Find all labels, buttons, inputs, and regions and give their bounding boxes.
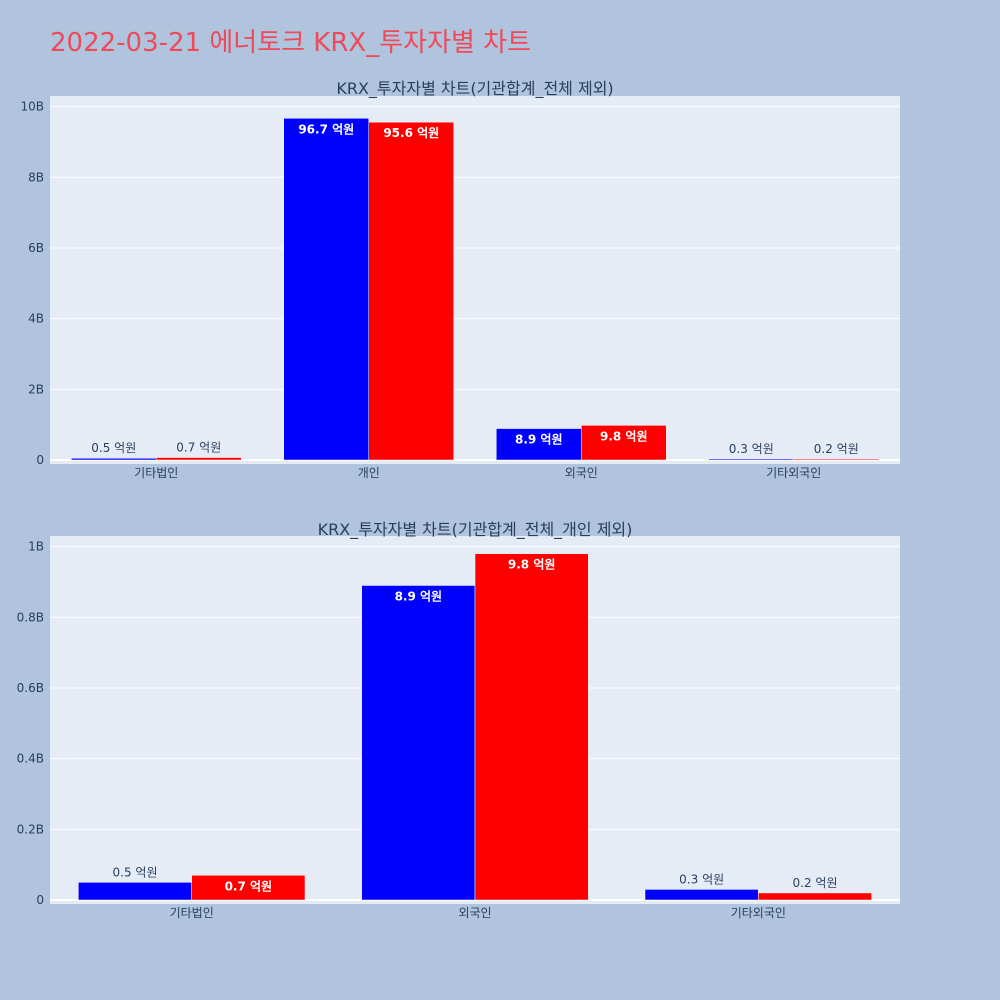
x-tick-label: 기타법인 — [170, 906, 214, 920]
data-label: 9.8 억원 — [600, 429, 648, 443]
data-label: 0.3 억원 — [729, 442, 774, 456]
bar — [191, 875, 306, 901]
data-label: 0.5 억원 — [113, 865, 158, 879]
bar — [361, 585, 476, 901]
data-label: 8.9 억원 — [395, 589, 443, 603]
y-tick-label: 2B — [28, 382, 44, 396]
y-tick-label: 0.4B — [17, 752, 44, 766]
bar — [368, 121, 454, 461]
data-label: 0.2 억원 — [814, 442, 859, 456]
data-label: 0.3 억원 — [679, 872, 724, 886]
data-label: 8.9 억원 — [515, 433, 563, 447]
y-tick-label: 0 — [36, 453, 44, 467]
y-tick-label: 0.6B — [17, 681, 44, 695]
chart-title: KRX_투자자별 차트(기관합계_전체 제외) — [336, 79, 613, 99]
data-label: 95.6 억원 — [383, 126, 439, 140]
y-tick-label: 0.8B — [17, 610, 44, 624]
data-label: 0.7 억원 — [176, 441, 221, 455]
x-tick-label: 기타법인 — [134, 466, 178, 480]
data-label: 0.2 억원 — [793, 876, 838, 890]
bar — [708, 458, 794, 461]
y-tick-label: 6B — [28, 241, 44, 255]
bar — [581, 425, 667, 461]
y-tick-label: 10B — [20, 100, 44, 114]
bar — [156, 457, 242, 461]
bar — [644, 889, 759, 901]
plot-area — [50, 96, 900, 464]
bar — [758, 892, 872, 901]
bar — [283, 118, 369, 461]
y-tick-label: 4B — [28, 312, 44, 326]
page-title: 2022-03-21 에너토크 KRX_투자자별 차트 — [50, 28, 532, 58]
bar — [71, 457, 157, 461]
data-label: 0.5 억원 — [91, 441, 136, 455]
y-tick-label: 8B — [28, 170, 44, 184]
bar — [474, 553, 589, 901]
bar — [793, 458, 879, 461]
x-tick-label: 외국인 — [458, 906, 491, 920]
bar — [78, 882, 192, 901]
x-tick-label: 기타외국인 — [731, 906, 786, 920]
y-tick-label: 0.2B — [17, 822, 44, 836]
x-tick-label: 외국인 — [565, 466, 598, 480]
data-label: 96.7 억원 — [298, 122, 354, 136]
data-label: 9.8 억원 — [508, 558, 556, 572]
x-tick-label: 기타외국인 — [766, 466, 821, 480]
chart-title: KRX_투자자별 차트(기관합계_전체_개인 제외) — [318, 520, 633, 540]
y-tick-label: 0 — [36, 893, 44, 907]
x-tick-label: 개인 — [358, 466, 380, 480]
data-label: 0.7 억원 — [225, 879, 273, 893]
y-tick-label: 1B — [28, 540, 44, 554]
